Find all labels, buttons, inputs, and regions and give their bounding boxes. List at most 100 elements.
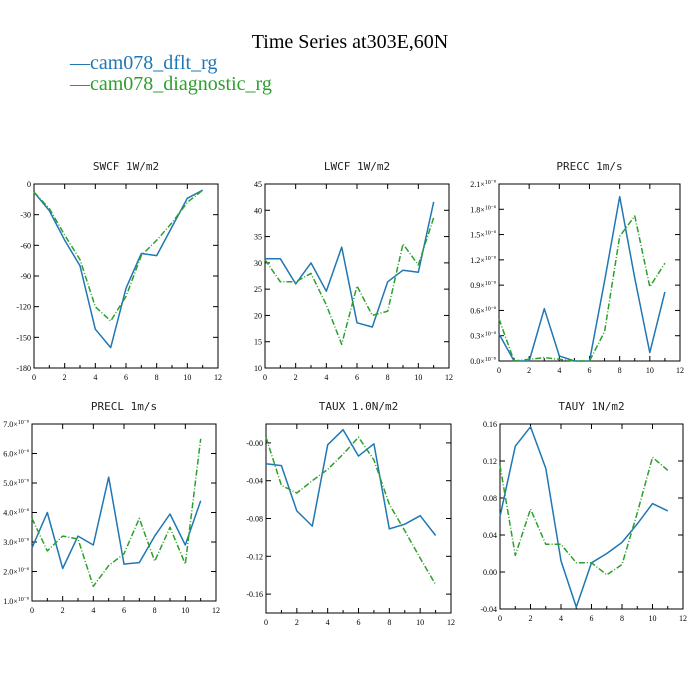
- series-line-dflt: [33, 189, 204, 349]
- y-tick-label: 0.04: [483, 531, 497, 540]
- y-tick-label: -0.16: [246, 590, 263, 599]
- axes-frame: [264, 183, 450, 369]
- x-tick-label: 12: [679, 614, 687, 623]
- x-tick-label: 0: [264, 618, 268, 627]
- legend-marker-diagnostic: —: [69, 73, 91, 95]
- y-tick-label: -0.04: [480, 605, 497, 614]
- y-tick-label: 0.9×10⁻⁸: [470, 281, 496, 290]
- y-tick-label: 1.8×10⁻⁸: [470, 205, 496, 214]
- y-tick-exponent: 10⁻⁸: [485, 180, 496, 186]
- y-tick-label: -0.12: [246, 552, 263, 561]
- y-tick-label: 20: [254, 311, 262, 320]
- x-tick-label: 0: [32, 373, 36, 382]
- panel-title: PRECC 1m/s: [556, 160, 622, 173]
- panels: SWCF 1W/m2 0 2 4 6 8 10 12 0 -30 -60 -90 -120 -150 -18…: [3, 160, 687, 627]
- y-tick-label: -60: [20, 241, 31, 250]
- series-line-diagnostic: [31, 438, 202, 588]
- series-line-dflt: [265, 428, 437, 536]
- y-tick-label: 6.0×10⁻⁸: [3, 450, 29, 459]
- y-tick-label: -0.08: [246, 515, 263, 524]
- y-tick-exponent: 10⁻⁸: [18, 538, 29, 544]
- y-tick-label: 35: [254, 233, 262, 242]
- x-tick-label: 10: [183, 373, 191, 382]
- x-tick-label: 0: [497, 366, 501, 375]
- y-tick-label: 1.0×10⁻⁸: [3, 597, 29, 606]
- x-tick-label: 10: [181, 606, 189, 615]
- x-tick-label: 8: [620, 614, 624, 623]
- x-tick-label: 6: [590, 614, 594, 623]
- x-tick-label: 4: [559, 614, 563, 623]
- series-line-dflt: [265, 201, 435, 328]
- x-tick-label: 8: [155, 373, 159, 382]
- y-tick-label: 0.16: [483, 420, 497, 429]
- x-tick-label: 8: [153, 606, 157, 615]
- x-tick-label: 2: [63, 373, 67, 382]
- x-tick-label: 8: [387, 618, 391, 627]
- x-tick-label: 2: [527, 366, 531, 375]
- y-tick-exponent: 10⁻⁸: [485, 332, 496, 338]
- y-tick-exponent: 10⁻⁸: [485, 256, 496, 262]
- axes-frame: [31, 423, 217, 602]
- x-tick-label: 4: [557, 366, 561, 375]
- panel-title: TAUX 1.0N/m2: [319, 400, 398, 413]
- y-tick-exponent: 10⁻⁸: [485, 357, 496, 363]
- y-tick-exponent: 10⁻⁸: [485, 281, 496, 287]
- x-tick-label: 12: [445, 373, 453, 382]
- series-line-diagnostic: [499, 456, 669, 576]
- y-tick-label: 0.3×10⁻⁸: [470, 332, 496, 341]
- y-tick-label: 45: [254, 180, 262, 189]
- y-tick-exponent: 10⁻⁸: [18, 450, 29, 456]
- y-tick-label: 25: [254, 285, 262, 294]
- x-tick-label: 2: [295, 618, 299, 627]
- y-tick-label: -180: [16, 364, 31, 373]
- axes-frame: [33, 183, 219, 369]
- y-tick-label: 15: [254, 338, 262, 347]
- x-tick-label: 4: [326, 618, 330, 627]
- legend-label-diagnostic: cam078_diagnostic_rg: [90, 73, 272, 95]
- x-tick-label: 6: [124, 373, 128, 382]
- series-line-diagnostic: [264, 217, 435, 346]
- legend: — cam078_dflt_rg — cam078_diagnostic_rg: [69, 52, 272, 95]
- x-tick-label: 8: [386, 373, 390, 382]
- panel-title: LWCF 1W/m2: [324, 160, 390, 173]
- axes-frame: [498, 183, 681, 362]
- y-tick-label: 2.1×10⁻⁸: [470, 180, 496, 189]
- y-tick-label: 0.6×10⁻⁸: [470, 306, 496, 315]
- legend-entry-diagnostic: — cam078_diagnostic_rg: [69, 73, 272, 95]
- y-tick-exponent: 10⁻⁸: [18, 479, 29, 485]
- y-tick-exponent: 10⁻⁸: [18, 420, 29, 426]
- y-tick-exponent: 10⁻⁸: [18, 597, 29, 603]
- x-tick-label: 6: [588, 366, 592, 375]
- panel-6: TAUY 1N/m2 0 2 4 6 8 10 12 -0.04 0.00 0.04 0.08 0.12…: [480, 400, 687, 623]
- y-tick-label: 1.2×10⁻⁸: [470, 256, 496, 265]
- x-tick-label: 0: [30, 606, 34, 615]
- y-tick-exponent: 10⁻⁸: [18, 509, 29, 515]
- y-tick-label: 4.0×10⁻⁸: [3, 509, 29, 518]
- y-tick-label: 3.0×10⁻⁸: [3, 538, 29, 547]
- series-line-dflt: [498, 195, 666, 362]
- y-tick-label: 2.0×10⁻⁸: [3, 568, 29, 577]
- panel-title: PRECL 1m/s: [91, 400, 157, 413]
- x-tick-label: 12: [676, 366, 684, 375]
- y-tick-label: -0.00: [246, 439, 263, 448]
- x-tick-label: 0: [263, 373, 267, 382]
- axes-frame: [499, 423, 684, 610]
- x-tick-label: 2: [294, 373, 298, 382]
- x-tick-label: 10: [649, 614, 657, 623]
- series-line-diagnostic: [33, 189, 204, 322]
- y-tick-exponent: 10⁻⁸: [18, 568, 29, 574]
- x-tick-label: 6: [355, 373, 359, 382]
- y-tick-label: -90: [20, 272, 31, 281]
- y-tick-label: 7.0×10⁻⁸: [3, 420, 29, 429]
- x-tick-label: 12: [212, 606, 220, 615]
- panel-title: TAUY 1N/m2: [558, 400, 624, 413]
- y-tick-label: -150: [16, 333, 31, 342]
- x-tick-label: 4: [324, 373, 328, 382]
- x-tick-label: 4: [93, 373, 97, 382]
- y-tick-label: 0.08: [483, 494, 497, 503]
- x-tick-label: 12: [214, 373, 222, 382]
- x-tick-label: 10: [646, 366, 654, 375]
- y-tick-label: -120: [16, 303, 31, 312]
- x-tick-label: 12: [447, 618, 455, 627]
- y-tick-label: 0: [27, 180, 31, 189]
